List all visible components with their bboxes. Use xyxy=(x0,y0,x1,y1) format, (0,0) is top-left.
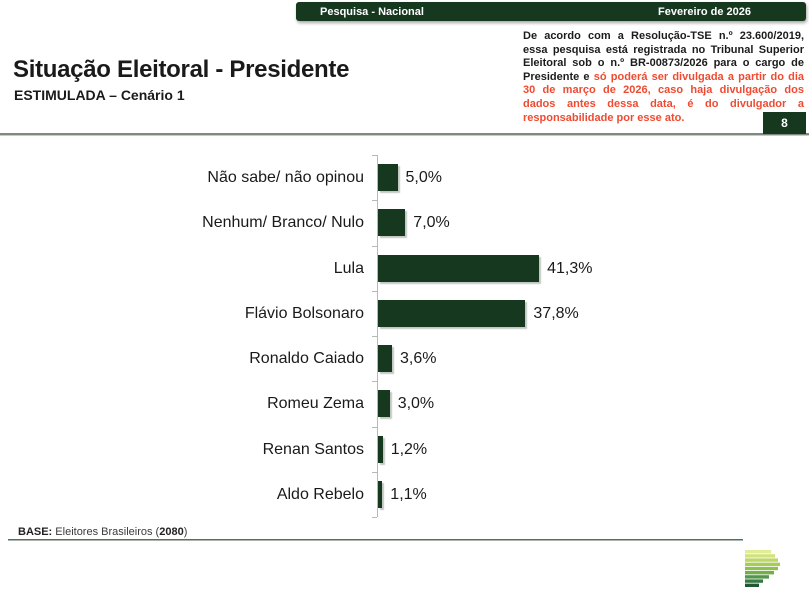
bar-chart: Não sabe/ não opinou 5,0% Nenhum/ Branco/ … xyxy=(0,155,809,518)
chart-row: Ronaldo Caiado 3,6% xyxy=(0,336,809,381)
page-number-badge: 8 xyxy=(763,112,806,134)
base-note-text: Eleitores Brasileiros ( xyxy=(52,526,160,538)
category-label: Ronaldo Caiado xyxy=(249,350,364,367)
axis-tick xyxy=(372,472,377,473)
brand-logo xyxy=(745,550,780,587)
legal-notice-black-text: De acordo com a Resolução-TSE n.º 23.600… xyxy=(523,30,804,83)
chart-row: Aldo Rebelo 1,1% xyxy=(0,472,809,517)
chart-row: Não sabe/ não opinou 5,0% xyxy=(0,155,809,200)
category-label: Nenhum/ Branco/ Nulo xyxy=(202,214,364,232)
category-label: Aldo Rebelo xyxy=(276,485,364,503)
header-survey-date: Fevereiro de 2026 xyxy=(658,5,751,18)
category-label: Lula xyxy=(333,259,364,277)
chart-row: Lula 41,3% xyxy=(0,246,809,291)
value-label: 41,3% xyxy=(547,259,593,277)
value-label: 7,0% xyxy=(413,214,450,232)
bar xyxy=(378,209,406,237)
footer-divider-line xyxy=(8,539,743,541)
page-subtitle: ESTIMULADA – Cenário 1 xyxy=(14,87,185,103)
axis-tick xyxy=(372,291,377,292)
bar xyxy=(378,254,540,282)
axis-tick xyxy=(372,517,377,518)
top-header-bar: Pesquisa - Nacional Fevereiro de 2026 xyxy=(296,2,806,21)
base-note: BASE: Eleitores Brasileiros (2080) xyxy=(18,526,187,538)
category-label: Renan Santos xyxy=(262,440,364,458)
category-axis-line xyxy=(377,155,378,517)
chart-row: Nenhum/ Branco/ Nulo 7,0% xyxy=(0,200,809,245)
legal-notice: De acordo com a Resolução-TSE n.º 23.600… xyxy=(523,30,804,125)
base-note-close: ) xyxy=(183,526,188,538)
value-label: 37,8% xyxy=(533,304,579,322)
value-label: 3,6% xyxy=(400,350,437,367)
axis-tick xyxy=(372,155,377,156)
axis-tick xyxy=(372,427,377,428)
bar xyxy=(378,435,383,463)
value-label: 3,0% xyxy=(397,395,435,413)
value-label: 1,1% xyxy=(390,485,427,503)
bar xyxy=(378,345,392,372)
base-note-count: 2080 xyxy=(159,526,184,538)
bar xyxy=(378,299,526,327)
axis-tick xyxy=(372,381,377,382)
axis-tick xyxy=(372,336,377,337)
legal-notice-red-text: só poderá ser divulgada a partir do dia … xyxy=(523,70,804,124)
category-label: Flávio Bolsonaro xyxy=(244,304,364,322)
page-title: Situação Eleitoral - Presidente xyxy=(13,56,350,83)
value-label: 5,0% xyxy=(405,169,442,186)
chart-row: Flávio Bolsonaro 37,8% xyxy=(0,291,809,336)
chart-row: Romeu Zema 3,0% xyxy=(0,381,809,426)
axis-tick xyxy=(372,246,377,247)
axis-tick xyxy=(372,200,377,201)
base-note-label: BASE: xyxy=(18,526,53,538)
category-label: Não sabe/ não opinou xyxy=(207,169,364,186)
value-label: 1,2% xyxy=(390,440,428,458)
header-survey-scope: Pesquisa - Nacional xyxy=(320,5,424,18)
chart-row: Renan Santos 1,2% xyxy=(0,427,809,472)
bar xyxy=(378,480,383,508)
header-divider-line xyxy=(0,133,809,136)
bar xyxy=(378,164,398,191)
bar xyxy=(378,390,390,418)
category-label: Romeu Zema xyxy=(267,395,364,413)
